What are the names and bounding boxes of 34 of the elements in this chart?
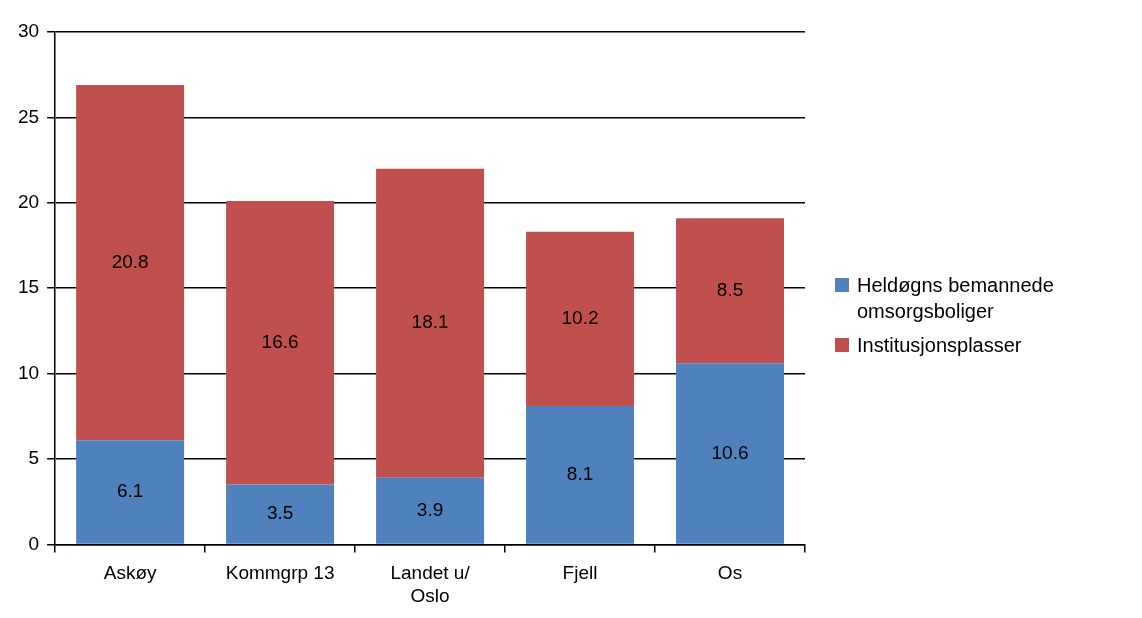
bar <box>376 168 485 478</box>
y-tick-label: 20 <box>17 191 40 213</box>
bar <box>526 231 635 407</box>
legend-label: Heldøgns bemannede omsorgsboliger <box>857 273 1055 324</box>
data-label: 18.1 <box>411 311 449 333</box>
y-tick-label: 10 <box>17 361 40 383</box>
data-label: 10.6 <box>711 441 749 463</box>
bar <box>76 84 185 441</box>
x-tick-label: Os <box>717 562 743 584</box>
y-tick-label: 5 <box>28 447 40 469</box>
bar <box>376 477 485 544</box>
x-tick-label: Landet u/ Oslo <box>390 562 471 606</box>
y-tick-label: 0 <box>28 532 40 554</box>
data-label: 3.9 <box>416 498 444 520</box>
x-tick-label: Askøy <box>103 562 158 584</box>
data-label: 8.5 <box>716 279 744 300</box>
bar <box>226 201 335 485</box>
data-label: 20.8 <box>111 250 149 272</box>
bar <box>676 218 784 364</box>
bar <box>526 406 635 544</box>
y-tick-label: 15 <box>17 276 40 298</box>
x-tick-label: Fjell <box>562 562 598 584</box>
legend-label: Institusjonsplasser <box>857 333 1022 358</box>
y-tick-label: 25 <box>17 105 40 127</box>
bar <box>76 440 185 544</box>
data-label: 8.1 <box>566 463 594 485</box>
data-label: 6.1 <box>116 480 144 502</box>
bar <box>226 484 335 544</box>
y-tick-label: 30 <box>17 20 40 42</box>
data-label: 16.6 <box>261 331 299 353</box>
x-tick-label: Kommgrp 13 <box>225 562 335 584</box>
data-label: 3.5 <box>266 502 294 524</box>
data-label: 10.2 <box>561 307 599 329</box>
bar <box>676 363 784 544</box>
